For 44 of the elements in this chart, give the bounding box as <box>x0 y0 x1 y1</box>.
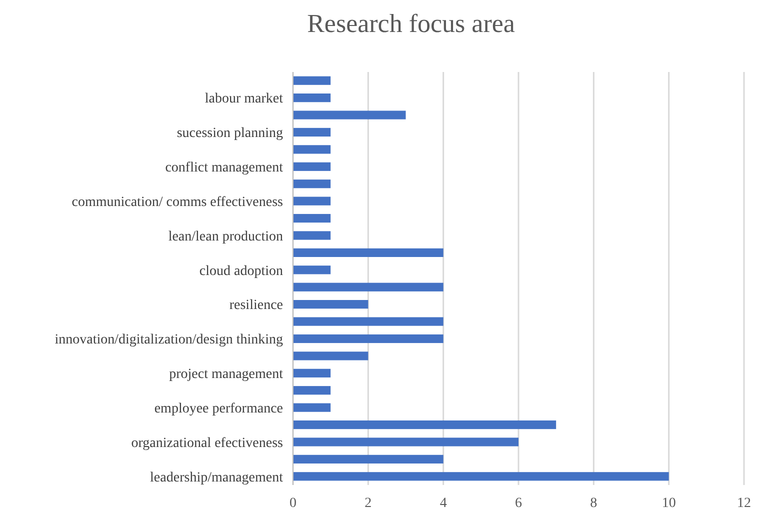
x-tick-label: 0 <box>290 496 296 511</box>
y-tick-label: innovation/digitalization/design thinking <box>54 332 283 348</box>
bar <box>293 472 669 481</box>
y-tick-label: communication/ comms effectiveness <box>72 194 283 210</box>
y-tick-label: organizational efectiveness <box>131 436 283 451</box>
bar <box>293 368 331 378</box>
bar <box>293 248 444 257</box>
bar <box>293 386 331 395</box>
bar <box>293 162 331 171</box>
bar <box>293 438 518 446</box>
x-tick-label: 4 <box>440 496 447 511</box>
bar <box>293 110 406 120</box>
bar <box>293 214 331 223</box>
bar <box>293 317 444 326</box>
bar <box>293 334 444 344</box>
bar <box>293 266 331 274</box>
bar <box>293 454 444 464</box>
x-tick-label: 12 <box>737 496 751 511</box>
y-tick-label: project management <box>169 367 284 382</box>
y-tick-label: employee performance <box>154 401 283 416</box>
bar <box>293 420 556 430</box>
bar <box>293 282 444 292</box>
bar <box>293 352 368 360</box>
x-tick-label: 10 <box>662 496 676 511</box>
bar <box>293 196 331 206</box>
bar <box>293 145 331 154</box>
y-tick-label: cloud adoption <box>199 264 283 279</box>
bar <box>293 231 331 240</box>
x-tick-label: 6 <box>515 496 522 511</box>
y-tick-label: leadership/management <box>150 470 284 486</box>
bar <box>293 403 331 412</box>
y-tick-label: resilience <box>229 298 283 314</box>
y-tick-label: labour market <box>204 92 284 107</box>
bar <box>293 300 368 309</box>
bar <box>293 76 331 85</box>
bar <box>293 180 331 188</box>
chart-title: Research focus area <box>307 9 516 38</box>
x-tick-label: 8 <box>590 496 598 511</box>
y-tick-label: sucession planning <box>176 126 283 142</box>
y-tick-label: conflict management <box>165 160 284 176</box>
bar <box>293 94 331 102</box>
bar <box>293 128 331 137</box>
y-tick-label: lean/lean production <box>168 229 283 244</box>
x-tick-label: 2 <box>364 496 372 511</box>
